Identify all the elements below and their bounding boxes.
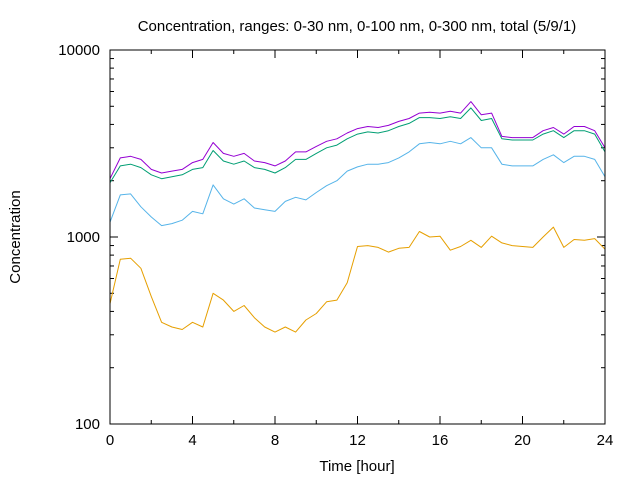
series-line-1 [109,137,606,227]
y-axis-label: Concentration [7,190,24,283]
x-tick-label: 4 [188,432,196,449]
x-tick-label: 0 [106,432,114,449]
x-tick-label: 16 [432,432,449,449]
x-tick-label: 24 [597,432,614,449]
series-line-3 [109,101,606,179]
plot-frame [109,49,606,425]
x-tick-label: 12 [349,432,366,449]
axis-ticks [109,49,606,425]
y-tick-label: 1000 [67,229,100,246]
x-axis-label: Time [hour] [319,458,394,475]
series-group [109,101,606,333]
x-tick-label: 8 [271,432,279,449]
y-tick-label: 10000 [58,42,100,59]
y-tick-label: 100 [75,416,100,433]
tick-labels: 0 4 8 12 16 20 24 100 1000 10000 [58,42,613,449]
x-tick-label: 20 [514,432,531,449]
series-line-0 [109,226,606,333]
chart-title: Concentration, ranges: 0-30 nm, 0-100 nm… [138,18,577,35]
series-line-2 [109,107,606,184]
